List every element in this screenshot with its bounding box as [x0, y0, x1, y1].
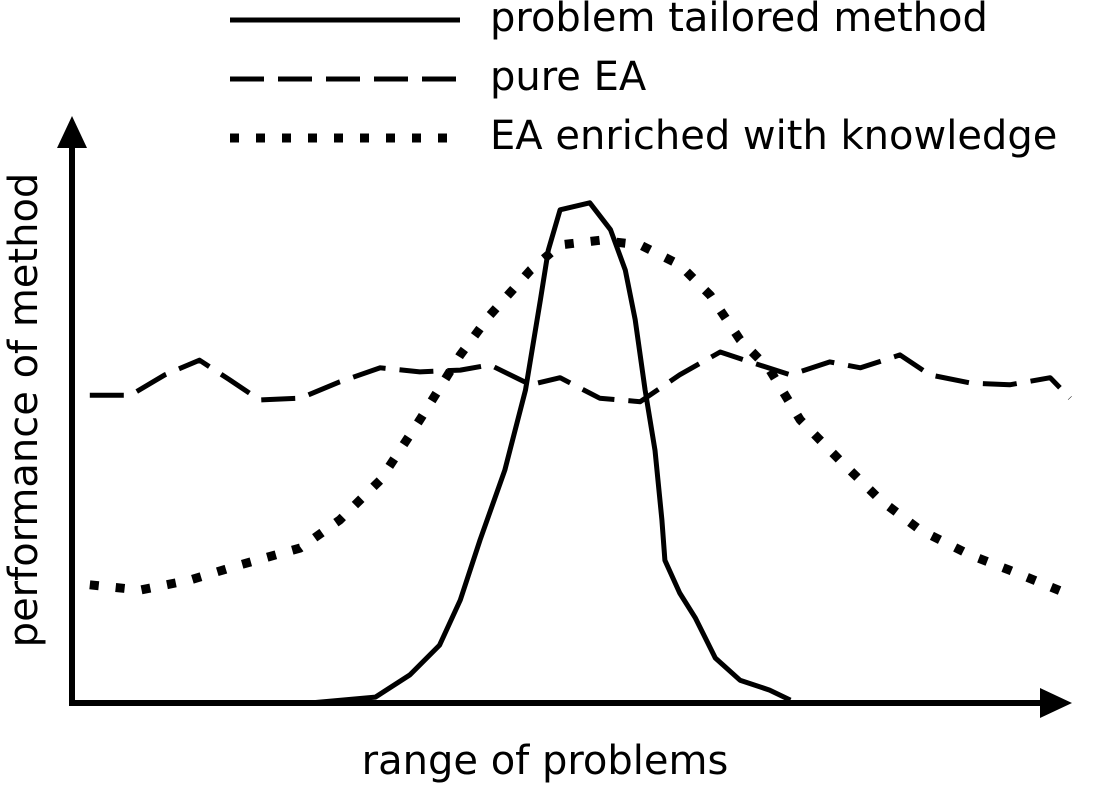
legend-label: problem tailored method	[490, 0, 988, 41]
x-axis-arrow	[1040, 688, 1072, 718]
line-series	[89, 235, 1072, 599]
y-axis-arrow	[57, 116, 87, 148]
line-series	[309, 200, 792, 706]
y-axis-label: performance of method	[1, 173, 47, 648]
legend-label: pure EA	[490, 54, 647, 100]
line-series	[89, 349, 1072, 405]
legend-label: EA enriched with knowledge	[490, 113, 1057, 159]
x-axis-label: range of problems	[362, 738, 729, 784]
